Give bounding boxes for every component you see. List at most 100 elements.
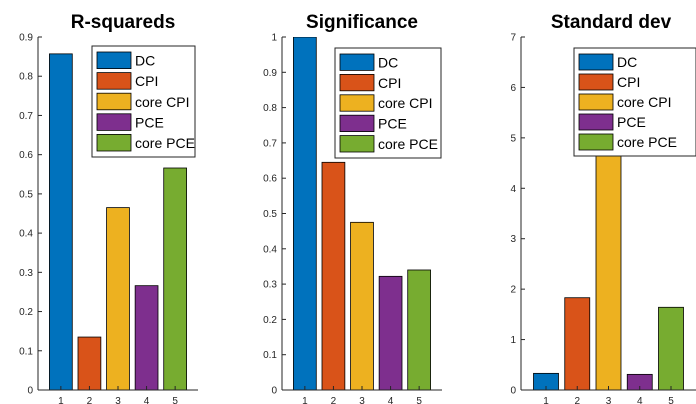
y-tick-label: 0.7 [19,111,33,122]
y-tick-label: 4 [510,184,516,195]
y-tick-label: 0 [271,386,277,397]
y-tick-label: 5 [510,133,516,144]
x-tick-label: 3 [606,396,612,404]
x-tick-label: 5 [668,396,674,404]
y-tick-label: 0.1 [263,350,277,361]
legend-swatch [578,113,614,131]
bar-1[interactable] [49,53,73,390]
y-tick-label: 0.6 [19,150,33,161]
legend-label: CPI [378,75,401,91]
legend-label: PCE [378,116,407,132]
legend-label: CPI [617,74,640,90]
y-tick-label: 0.6 [263,174,277,185]
y-tick-label: 0 [27,386,33,397]
x-tick-label: 5 [416,396,422,404]
legend-label: core CPI [617,94,671,110]
y-tick-label: 6 [510,83,516,94]
bars [533,117,684,390]
y-tick-label: 0.3 [263,280,277,291]
bar-3[interactable] [106,207,130,390]
legend-label: PCE [135,114,164,130]
y-tick-label: 0.1 [19,346,33,357]
legend-swatch [339,74,375,92]
bar-3[interactable] [595,117,622,390]
x-tick-label: 1 [58,396,64,404]
legend-label: core CPI [135,94,189,110]
legend-swatch [339,94,375,112]
bar-5[interactable] [163,167,187,390]
y-tick-label: 0.9 [19,33,33,44]
y-tick-label: 1 [271,33,277,44]
bar-4[interactable] [378,275,403,390]
x-tick-label: 2 [574,396,580,404]
y-tick-label: 0.2 [19,307,33,318]
x-tick-label: 1 [302,396,308,404]
legend-swatch [578,133,614,151]
legend-swatch [96,133,132,152]
bars [293,37,431,390]
y-tick-label: 0.7 [263,138,277,149]
x-tick-label: 4 [144,396,150,404]
x-tick-label: 4 [388,396,394,404]
y-tick-label: 0.2 [263,315,277,326]
legend-swatch [339,53,375,71]
bar-1[interactable] [293,37,317,390]
chart-panel-r-squareds: R-squareds 0 0.1 0.2 0.3 0.4 0.5 0.6 0.7 0.8 0.9 1… [19,12,198,404]
chart-title: Standard dev [551,12,672,33]
y-tick-label: 0.8 [19,72,33,83]
y-tick-label: 0.4 [19,229,33,240]
bar-3[interactable] [350,221,374,390]
legend-label: PCE [617,114,646,130]
bar-5[interactable] [658,306,684,390]
legend-swatch [96,92,132,111]
y-tick-label: 0.4 [263,244,277,255]
legend-label: core PCE [135,135,195,151]
legend-label: DC [135,53,155,69]
legend: DC CPI core CPI PCE core PCE [573,47,696,157]
legend-swatch [96,51,132,70]
legend: DC CPI core CPI PCE core PCE [91,45,196,158]
bar-1[interactable] [533,372,559,390]
legend-swatch [339,135,375,153]
legend-swatch [578,53,614,71]
x-tick-label: 1 [543,396,549,404]
bar-4[interactable] [134,285,159,390]
bar-4[interactable] [626,373,653,390]
y-tick-label: 0.8 [263,103,277,114]
legend-label: DC [617,54,637,70]
legend-label: core CPI [378,95,432,111]
chart-title: Significance [306,12,418,33]
legend: DC CPI core CPI PCE core PCE [334,47,442,159]
chart-title: R-squareds [71,12,176,33]
legend-swatch [96,113,132,131]
x-tick-label: 4 [637,396,643,404]
y-tick-label: 2 [510,285,516,296]
chart-panel-standard-dev: Standard dev 0 1 2 3 4 5 6 7 1 2 3 4 5 DC CPI core CPI P… [510,12,696,404]
x-tick-label: 5 [172,396,178,404]
bars [49,53,187,390]
legend-swatch [96,72,132,90]
bar-2[interactable] [321,161,346,390]
y-tick-label: 0.9 [263,68,277,79]
y-tick-label: 0 [510,386,516,397]
bar-2[interactable] [564,297,591,390]
y-tick-label: 7 [510,33,516,44]
y-tick-label: 0.3 [19,268,33,279]
legend-swatch [578,73,614,91]
y-tick-label: 3 [510,234,516,245]
y-tick-label: 0.5 [263,209,277,220]
x-tick-label: 3 [359,396,365,404]
y-tick-label: 1 [510,335,516,346]
legend-label: core PCE [617,134,677,150]
legend-label: DC [378,54,398,70]
chart-panel-significance: Significance 0 0.1 0.2 0.3 0.4 0.5 0.6 0.7 0.8 0.… [263,12,442,404]
x-tick-label: 3 [115,396,121,404]
legend-label: CPI [135,73,158,89]
x-tick-label: 2 [87,396,93,404]
legend-swatch [578,93,614,111]
bar-5[interactable] [407,269,431,390]
bar-2[interactable] [77,336,102,390]
legend-swatch [339,114,375,132]
y-tick-label: 0.5 [19,189,33,200]
